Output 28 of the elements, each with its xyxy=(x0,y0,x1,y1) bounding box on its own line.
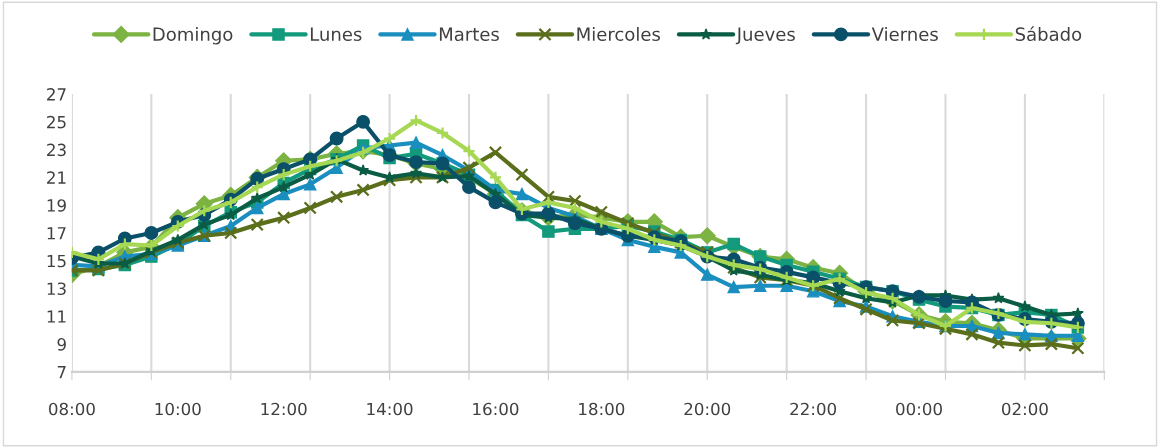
x-tick-label: 18:00 xyxy=(579,402,625,416)
x-tick-label: 02:00 xyxy=(1001,402,1048,416)
x-tick-label: 12:00 xyxy=(261,402,307,416)
y-tick-label: 11 xyxy=(47,310,66,323)
y-tick-label: 13 xyxy=(47,282,66,296)
y-tick-label: 15 xyxy=(47,254,66,268)
legend-label: Sábado xyxy=(1015,26,1082,41)
y-tick-label: 23 xyxy=(47,143,66,157)
y-tick-label: 17 xyxy=(47,227,66,240)
x-tick-label: 20:00 xyxy=(684,402,731,416)
legend-label: Lunes xyxy=(310,27,362,41)
x-tick-label: 16:00 xyxy=(473,402,519,416)
legend-label: Miercoles xyxy=(577,27,660,41)
y-tick-label: 9 xyxy=(57,338,66,351)
legend-label: Jueves xyxy=(735,27,795,45)
x-tick-label: 22:00 xyxy=(790,402,837,416)
y-tick-label: 25 xyxy=(47,115,66,129)
y-tick-label: 7 xyxy=(57,366,66,379)
x-tick-label: 10:00 xyxy=(155,402,201,416)
x-tick-label: 00:00 xyxy=(896,402,942,416)
legend-label: Domingo xyxy=(153,27,233,45)
legend-label: Viernes xyxy=(871,27,938,41)
legend-label: Martes xyxy=(439,27,499,41)
y-tick-label: 19 xyxy=(47,199,66,212)
y-tick-label: 27 xyxy=(47,88,66,101)
x-tick-label: 14:00 xyxy=(367,402,413,416)
y-tick-label: 21 xyxy=(47,171,66,184)
x-tick-label: 08:00 xyxy=(49,402,95,416)
